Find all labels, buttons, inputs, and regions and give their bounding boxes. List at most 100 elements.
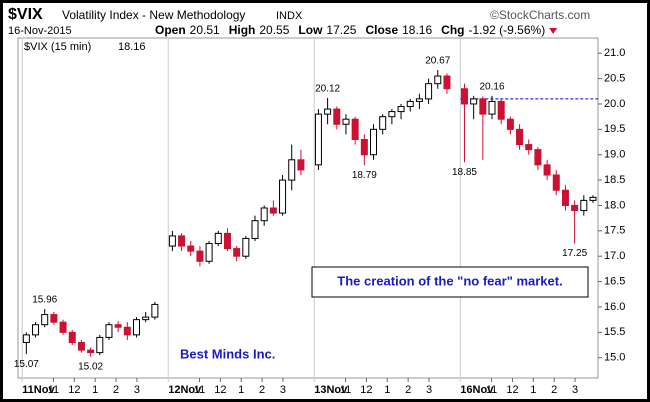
x-tick-label: 12Nov xyxy=(168,384,202,396)
legend-name: $VIX (15 min) xyxy=(24,41,91,53)
candle-body xyxy=(552,174,560,191)
x-tick-label: 2 xyxy=(405,384,411,396)
candle-body xyxy=(288,159,296,181)
x-tick-label: 13Nov xyxy=(314,384,348,396)
change-arrow xyxy=(549,28,558,34)
candle-body xyxy=(470,98,478,105)
chart-title: $VIX xyxy=(8,6,43,23)
candle-body xyxy=(425,83,433,100)
candle-body xyxy=(460,88,468,105)
candle-body xyxy=(242,237,250,257)
candle-body xyxy=(87,349,95,354)
legend-last: 18.16 xyxy=(118,41,146,53)
candle-body xyxy=(415,98,423,102)
change-value: -1.92 (-9.56%) xyxy=(468,23,545,37)
candle-body xyxy=(233,248,241,257)
candle-body xyxy=(105,324,113,338)
candle-body xyxy=(50,314,58,323)
y-tick-label: 15.5 xyxy=(604,326,625,338)
annotation-box xyxy=(311,266,589,298)
y-tick-label: 19.5 xyxy=(604,123,625,135)
candle-body xyxy=(351,118,359,140)
candle-body xyxy=(370,128,378,156)
candle-body xyxy=(388,111,396,118)
candle-body xyxy=(525,144,533,151)
candle-body xyxy=(580,199,588,212)
change-label: Chg xyxy=(441,23,464,37)
x-tick-label: 2 xyxy=(551,384,557,396)
candle-body xyxy=(379,116,387,130)
exchange: INDX xyxy=(276,10,303,22)
source: ©StockCharts.com xyxy=(490,8,590,22)
price-label: 18.85 xyxy=(452,167,477,178)
price-label: 18.79 xyxy=(352,170,377,181)
x-tick-label: 3 xyxy=(134,384,140,396)
x-tick-label: 11 xyxy=(194,384,205,396)
y-tick-label: 21.0 xyxy=(604,47,625,59)
candle-body xyxy=(260,207,268,222)
candle-body xyxy=(22,334,30,343)
candle-body xyxy=(561,189,569,206)
x-tick-label: 11 xyxy=(340,384,351,396)
candle-body xyxy=(297,159,305,171)
candle-body xyxy=(434,75,442,85)
candle-body xyxy=(488,100,496,115)
chart-subtitle: Volatility Index - New Methodology xyxy=(62,8,245,22)
candle-body xyxy=(41,314,49,326)
candle-body xyxy=(324,108,332,115)
candle-body xyxy=(342,118,350,125)
price-label: 17.25 xyxy=(562,248,587,259)
candle-body xyxy=(534,149,542,166)
candle-body xyxy=(96,336,104,354)
y-tick-label: 19.0 xyxy=(604,149,625,161)
x-tick-label: 1 xyxy=(384,384,390,396)
x-tick-label: 12 xyxy=(506,384,518,396)
stat-value: 18.16 xyxy=(402,23,432,37)
price-label: 15.96 xyxy=(32,295,57,306)
candle-body xyxy=(196,250,204,262)
stat-label: Close xyxy=(365,23,398,37)
plot-area xyxy=(17,37,599,379)
x-tick-label: 1 xyxy=(530,384,536,396)
x-tick-label: 11 xyxy=(486,384,497,396)
candle-body xyxy=(205,243,213,262)
candle-body xyxy=(443,75,451,90)
candle-body xyxy=(333,108,341,125)
candle-body xyxy=(178,235,186,247)
candle-body xyxy=(59,321,67,333)
candle-body xyxy=(251,220,259,239)
stat-value: 17.25 xyxy=(326,23,356,37)
candle-body xyxy=(123,326,131,336)
y-tick-label: 17.5 xyxy=(604,225,625,237)
x-tick-label: 12 xyxy=(360,384,372,396)
x-tick-label: 12 xyxy=(214,384,226,396)
candle-body xyxy=(589,196,597,201)
x-tick-label: 1 xyxy=(92,384,98,396)
x-tick-label: 11 xyxy=(48,384,59,396)
stat-label: High xyxy=(229,23,256,37)
candle-body xyxy=(187,245,195,252)
candle-body xyxy=(32,324,40,336)
x-tick-label: 11Nov xyxy=(22,384,55,396)
x-tick-label: 3 xyxy=(426,384,432,396)
price-label: 20.16 xyxy=(479,81,504,92)
candle-body xyxy=(214,232,222,245)
price-label: 15.07 xyxy=(14,359,39,370)
y-tick-label: 20.5 xyxy=(604,73,625,85)
annotation: The creation of the "no fear" market. xyxy=(337,273,562,288)
date: 16-Nov-2015 xyxy=(8,25,72,37)
stat-label: Low xyxy=(298,23,323,37)
candle-body xyxy=(360,138,368,156)
candle-body xyxy=(406,100,414,108)
y-tick-label: 18.5 xyxy=(604,174,625,186)
y-tick-label: 15.0 xyxy=(604,352,625,364)
candle-body xyxy=(133,319,141,336)
y-tick-label: 16.0 xyxy=(604,301,625,313)
price-label: 20.67 xyxy=(425,56,450,67)
x-tick-label: 3 xyxy=(280,384,286,396)
y-tick-label: 16.5 xyxy=(604,275,625,287)
candle-body xyxy=(168,235,176,247)
candle-body xyxy=(479,98,487,115)
candle-body xyxy=(151,303,159,318)
candle-body xyxy=(543,164,551,176)
